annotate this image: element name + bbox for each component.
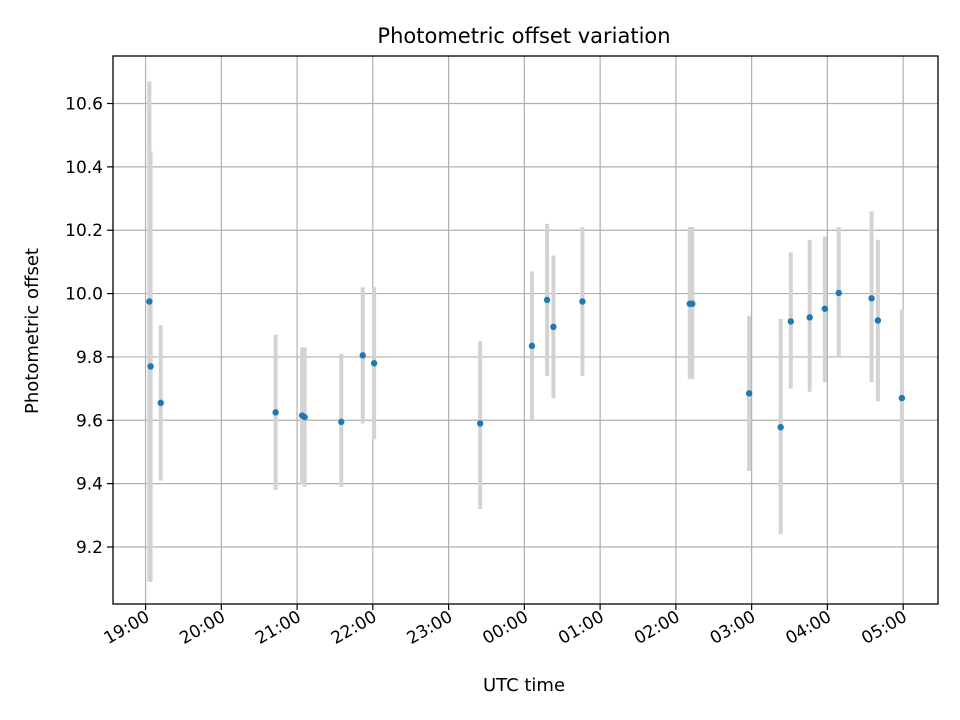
data-point: [874, 317, 882, 324]
data-point: [359, 352, 366, 359]
y-tick-label: 10.0: [65, 285, 103, 305]
chart-title: Photometric offset variation: [377, 24, 670, 48]
plot-area-frame: [112, 55, 939, 605]
x-axis-title: UTC time: [483, 675, 565, 696]
data-point: [543, 296, 551, 304]
data-point: [745, 390, 753, 397]
y-tick-label: 9.4: [76, 475, 103, 495]
y-tick-label: 9.8: [76, 348, 103, 368]
data-point: [476, 420, 484, 427]
data-point: [272, 409, 279, 416]
data-point: [528, 342, 536, 350]
y-tick-label: 10.4: [65, 158, 103, 178]
data-point: [146, 298, 153, 305]
data-point: [579, 298, 586, 305]
data-point: [370, 360, 378, 367]
data-point: [157, 399, 164, 407]
y-tick-label: 10.6: [65, 95, 103, 115]
y-axis-title: Photometric offset: [22, 248, 43, 414]
data-point: [550, 323, 557, 331]
data-point: [835, 289, 842, 297]
data-point: [787, 318, 794, 325]
data-point: [777, 424, 784, 431]
axis-ticks: [107, 102, 904, 610]
data-point: [821, 305, 829, 312]
data-point: [806, 314, 813, 321]
data-point: [147, 363, 154, 370]
y-tick-label: 10.2: [65, 221, 103, 241]
data-point: [868, 295, 875, 302]
data-point: [898, 394, 906, 402]
data-point: [689, 300, 696, 307]
data-points: [146, 289, 906, 431]
y-tick-label: 9.6: [76, 411, 103, 431]
data-point: [301, 413, 308, 421]
y-tick-label: 9.2: [76, 538, 103, 558]
data-point: [338, 418, 345, 426]
